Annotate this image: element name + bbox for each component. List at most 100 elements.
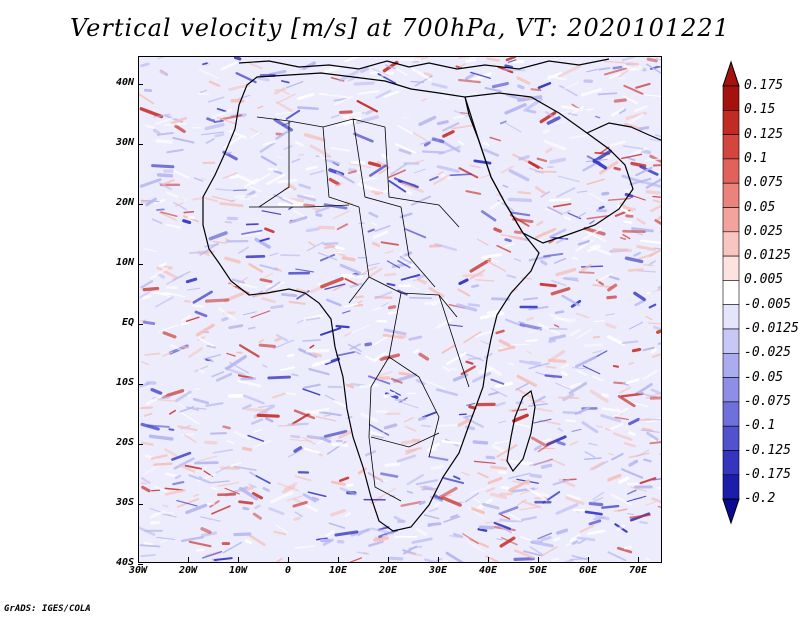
field-streak bbox=[155, 266, 178, 280]
field-streak bbox=[622, 145, 644, 150]
field-streak bbox=[583, 343, 604, 348]
field-streak bbox=[441, 440, 463, 445]
field-streak bbox=[452, 373, 469, 382]
field-streak bbox=[467, 303, 481, 307]
field-streak bbox=[192, 197, 203, 201]
field-streak bbox=[286, 353, 295, 358]
field-streak bbox=[194, 310, 208, 318]
field-streak bbox=[275, 156, 283, 159]
field-streak bbox=[431, 82, 448, 89]
field-streak bbox=[153, 485, 170, 494]
field-streak bbox=[324, 93, 348, 98]
field-streak bbox=[151, 164, 175, 169]
field-streak bbox=[233, 57, 242, 61]
field-streak bbox=[653, 325, 661, 331]
field-streak bbox=[211, 195, 235, 203]
field-streak bbox=[339, 263, 361, 275]
field-streak bbox=[294, 545, 315, 549]
field-streak bbox=[214, 133, 225, 138]
lon-label: 10E bbox=[328, 565, 348, 576]
field-streak bbox=[589, 220, 595, 225]
field-streak bbox=[506, 274, 517, 279]
field-streak bbox=[655, 57, 661, 61]
field-streak bbox=[176, 500, 198, 507]
field-streak bbox=[634, 105, 648, 113]
field-streak bbox=[626, 495, 647, 503]
field-streak bbox=[275, 557, 283, 562]
colorbar-swatch bbox=[722, 182, 740, 208]
field-streak bbox=[194, 387, 201, 391]
field-streak bbox=[200, 516, 221, 522]
field-streak bbox=[549, 157, 567, 164]
field-streak bbox=[374, 536, 383, 543]
field-streak bbox=[237, 379, 262, 388]
field-streak bbox=[628, 417, 641, 426]
field-streak bbox=[398, 148, 412, 155]
field-streak bbox=[235, 173, 256, 185]
field-streak bbox=[446, 351, 467, 365]
field-streak bbox=[605, 427, 612, 432]
field-streak bbox=[323, 430, 348, 438]
field-streak bbox=[328, 522, 346, 529]
field-streak bbox=[140, 482, 148, 485]
lat-label: 30N bbox=[115, 137, 134, 148]
field-streak bbox=[247, 434, 265, 442]
field-streak bbox=[184, 464, 203, 470]
field-streak bbox=[506, 93, 526, 102]
field-streak bbox=[622, 233, 631, 240]
field-streak bbox=[484, 352, 493, 359]
field-streak bbox=[357, 467, 367, 475]
field-streak bbox=[397, 125, 414, 135]
field-streak bbox=[457, 140, 465, 145]
field-streak bbox=[535, 491, 551, 498]
field-streak bbox=[173, 201, 187, 211]
field-streak bbox=[220, 61, 238, 71]
field-streak bbox=[150, 454, 168, 460]
field-streak bbox=[345, 383, 355, 389]
field-streak bbox=[378, 529, 398, 539]
field-streak bbox=[286, 392, 297, 396]
field-streak bbox=[265, 284, 281, 294]
field-streak bbox=[529, 360, 542, 364]
lon-tick bbox=[438, 557, 439, 562]
field-streak bbox=[523, 297, 539, 301]
field-streak bbox=[564, 82, 579, 90]
field-streak bbox=[543, 252, 564, 258]
field-streak bbox=[625, 156, 636, 162]
field-streak bbox=[426, 442, 440, 452]
field-streak bbox=[592, 335, 601, 339]
field-streak bbox=[311, 496, 320, 501]
field-streak bbox=[387, 305, 397, 310]
field-streak bbox=[162, 331, 177, 339]
field-streak bbox=[309, 170, 325, 176]
field-streak bbox=[565, 496, 585, 506]
field-streak bbox=[213, 557, 233, 561]
field-streak bbox=[371, 241, 381, 247]
field-streak bbox=[357, 90, 380, 95]
field-streak bbox=[646, 287, 659, 295]
field-streak bbox=[274, 337, 282, 342]
field-streak bbox=[529, 473, 543, 479]
field-streak bbox=[372, 435, 384, 439]
field-streak bbox=[481, 253, 502, 259]
field-streak bbox=[491, 81, 509, 89]
field-streak bbox=[629, 177, 652, 186]
field-streak bbox=[248, 62, 263, 70]
field-streak bbox=[200, 178, 207, 180]
field-streak bbox=[400, 274, 421, 281]
field-streak bbox=[276, 179, 298, 184]
colorbar-label: 0.075 bbox=[744, 175, 784, 191]
field-streak bbox=[195, 323, 215, 337]
field-streak bbox=[258, 338, 265, 344]
field-streak bbox=[606, 295, 617, 300]
field-streak bbox=[185, 316, 200, 322]
field-streak bbox=[610, 107, 625, 117]
field-streak bbox=[158, 324, 180, 333]
field-streak bbox=[614, 407, 629, 417]
lat-label: 20S bbox=[115, 437, 134, 448]
field-streak bbox=[408, 545, 423, 550]
field-streak bbox=[140, 361, 149, 366]
field-streak bbox=[635, 166, 653, 177]
field-streak bbox=[222, 425, 231, 430]
colorbar-label: 0.175 bbox=[744, 78, 784, 93]
